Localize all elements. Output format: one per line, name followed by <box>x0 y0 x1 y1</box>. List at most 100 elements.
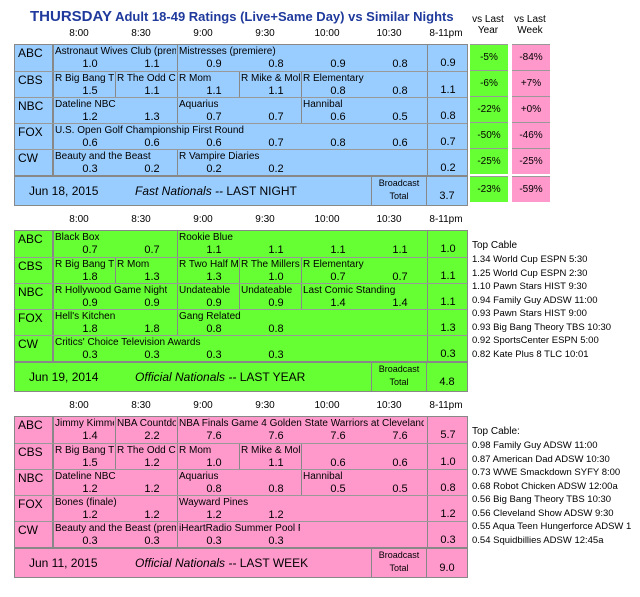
show-title: R Mike & Molly <box>241 73 300 84</box>
time-label: 10:30 <box>376 400 402 411</box>
show-title: Critics' Choice Television Awards <box>55 337 201 348</box>
show-cell: Undateable <box>177 284 239 310</box>
rating-value: 1.0 <box>82 58 98 70</box>
show-cell: iHeartRadio Summer Pool Party <box>177 522 301 548</box>
broadcast-total-label: Broadcast Total <box>371 549 427 577</box>
top-cable-item: 0.82 Kate Plus 8 TLC 10:01 <box>472 348 589 360</box>
network-label: CW <box>15 336 53 362</box>
rating-value: 0.6 <box>330 111 346 123</box>
cell-divider <box>301 470 302 496</box>
rating-value: 0.8 <box>268 58 284 70</box>
show-title: Last Comic Standing <box>303 285 396 296</box>
show-cell: Aquarius <box>177 470 301 496</box>
cell-divider <box>115 444 116 470</box>
show-cell: R Mike & Molly <box>239 72 301 98</box>
show-title: Bones (finale) <box>55 497 117 508</box>
time-label: 8-11pm <box>429 400 463 411</box>
rating-value: 0.6 <box>330 457 346 469</box>
rating-value: 0.6 <box>144 137 160 149</box>
show-title: R Two Half Men <box>179 259 238 270</box>
rating-value: 0.3 <box>144 349 160 361</box>
show-cell: Beauty and the Beast (premiere) <box>53 522 177 548</box>
rating-value: 7.6 <box>268 430 284 442</box>
network-row: ABC Black Box 0.7 0.7 Rookie Blue 1.1 1.1 1.1 1.… <box>15 231 467 257</box>
rating-value: 1.1 <box>206 244 222 256</box>
top-cable-item: 0.73 WWE Smackdown SYFY 8:00 <box>472 467 621 478</box>
rating-value: 0.7 <box>206 111 222 123</box>
rating-value: 1.2 <box>144 483 160 495</box>
average-value: 1.3 <box>440 322 456 334</box>
average-value: 0.8 <box>440 482 456 494</box>
cell-divider <box>115 258 116 284</box>
network-label: CBS <box>15 72 53 98</box>
cell-divider <box>239 258 240 284</box>
time-label: 8:30 <box>131 214 151 225</box>
time-label: 8:30 <box>131 28 151 39</box>
rating-value: 7.6 <box>206 430 222 442</box>
rating-value: 1.1 <box>268 244 284 256</box>
rating-value: 0.3 <box>82 535 98 547</box>
rating-value: 1.5 <box>82 85 98 97</box>
top-cable-title: Top Cable <box>472 240 518 251</box>
show-cell: Wayward Pines <box>177 496 301 522</box>
average-value: 1.0 <box>440 456 456 468</box>
timeslot-average: 1.1 <box>427 284 467 310</box>
rating-value: 1.2 <box>82 483 98 495</box>
network-row: NBC Dateline NBC 1.2 1.2 Aquarius 0.8 0.8 Hanni… <box>15 469 467 496</box>
show-cell: R Mom <box>177 72 239 98</box>
timeslot-average: 1.2 <box>427 496 467 522</box>
show-title: R Big Bang Theory <box>55 445 114 456</box>
show-cell <box>301 444 425 470</box>
time-label: 9:00 <box>193 28 213 39</box>
network-label: CBS <box>15 444 53 470</box>
rating-value: 0.5 <box>392 111 408 123</box>
rating-value: 1.4 <box>330 297 346 309</box>
cell-divider <box>53 72 54 98</box>
average-value: 0.2 <box>440 162 456 174</box>
show-cell: Hannibal <box>301 98 425 124</box>
show-cell: Beauty and the Beast <box>53 150 177 176</box>
show-title: NBA Countdown <box>117 418 176 429</box>
rating-value: 0.7 <box>268 111 284 123</box>
network-label: NBC <box>15 470 53 496</box>
show-cell: Critics' Choice Television Awards <box>53 336 301 362</box>
show-cell: Dateline NBC <box>53 98 177 124</box>
show-title: Undateable <box>241 285 293 296</box>
footer-date: Jun 19, 2014 <box>29 370 99 384</box>
show-cell: Undateable <box>239 284 301 310</box>
cell-divider <box>177 522 178 548</box>
rating-value: 0.6 <box>82 137 98 149</box>
top-cable-item: 0.87 American Dad ADSW 10:30 <box>472 453 610 465</box>
footer-label: Official Nationals -- LAST YEAR <box>135 370 306 384</box>
rating-value: 0.8 <box>392 58 408 70</box>
rating-value: 0.3 <box>144 535 160 547</box>
total-vs-last-week: -59% <box>512 176 550 202</box>
rating-value: 1.0 <box>268 271 284 283</box>
average-value: 0.3 <box>440 534 456 546</box>
top-cable-item: 1.10 Pawn Stars HIST 9:30 <box>472 281 587 292</box>
show-title: R Elementary <box>303 73 364 84</box>
average-value: 1.1 <box>440 270 456 282</box>
panel-footer: Jun 19, 2014 Official Nationals -- LAST Y… <box>14 362 468 392</box>
rating-value: 0.9 <box>206 297 222 309</box>
rating-value: 1.4 <box>82 430 98 442</box>
rating-value: 0.7 <box>268 137 284 149</box>
show-cell: R Big Bang Theory <box>53 444 115 470</box>
title-rest: Adult 18-49 Ratings (Live+Same Day) vs S… <box>111 9 454 24</box>
average-value: 1.1 <box>440 84 456 96</box>
timeslot-average: 0.8 <box>427 470 467 496</box>
broadcast-total-label: Broadcast Total <box>371 177 427 205</box>
broadcast-total-value: 4.8 <box>439 376 455 388</box>
cell-divider <box>177 284 178 310</box>
show-cell: R Vampire Diaries <box>177 150 301 176</box>
top-cable-item: 1.34 World Cup ESPN 5:30 <box>472 254 588 265</box>
show-cell: R Elementary <box>301 258 425 284</box>
top-cable-item: 0.56 Cleveland Show ADSW 9:30 <box>472 507 614 519</box>
show-title: Jimmy Kimmel <box>55 418 114 429</box>
timeslot-average: 1.1 <box>427 72 467 98</box>
rating-value: 1.1 <box>144 58 160 70</box>
show-cell: R The Millers <box>239 258 301 284</box>
cell-divider <box>53 444 54 470</box>
